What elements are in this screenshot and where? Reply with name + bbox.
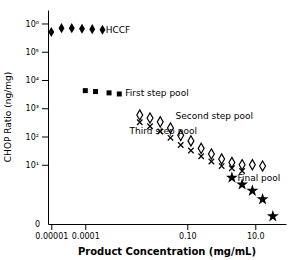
y-tick-label: 10³ — [26, 104, 39, 113]
annotation: Second step pool — [176, 111, 254, 121]
x-axis-line — [49, 224, 287, 225]
point — [83, 88, 88, 93]
y-tick-label: 10⁴ — [26, 76, 39, 85]
y-axis: 10¹ 10² 10³ 10⁴ 10⁵ 10⁶ — [26, 11, 49, 225]
y-axis-title: CHOP Ratio (ng/mg) — [3, 72, 13, 162]
x-tick-mark — [187, 224, 188, 230]
point — [249, 160, 255, 170]
y-tick-mark — [42, 23, 48, 24]
series — [137, 110, 266, 171]
x-tick-mark — [51, 224, 52, 230]
x-tick-label: 10.0 — [247, 232, 265, 241]
point — [89, 24, 95, 34]
point — [107, 90, 112, 95]
series — [83, 88, 122, 96]
y-tick: 10¹ — [26, 161, 48, 170]
point — [260, 161, 266, 171]
x-tick-label: 0.00001 — [35, 232, 68, 241]
point — [157, 117, 163, 127]
chart-svg: 0.000010.00010.1010.010¹10²10³10⁴10⁵10⁶H… — [0, 0, 300, 260]
point — [48, 27, 54, 37]
point — [188, 136, 194, 146]
point — [226, 171, 238, 182]
point — [100, 25, 106, 35]
annotation: Final pool — [238, 173, 281, 183]
x-tick: 0.0001 — [72, 224, 100, 241]
annotation: HCCF — [106, 25, 131, 35]
y-tick-mark — [42, 52, 48, 53]
point — [209, 159, 214, 164]
point — [229, 166, 234, 171]
series — [48, 23, 105, 37]
annotations: HCCF First step pool Second step pool Third… — [35, 25, 280, 229]
point — [178, 142, 183, 147]
x-tick: 0.00001 — [35, 224, 68, 241]
y-tick-mark — [42, 80, 48, 81]
annotation: First step pool — [125, 88, 188, 98]
point — [188, 148, 193, 153]
x-tick: 0.10 — [179, 224, 197, 241]
point — [59, 23, 65, 33]
y-tick: 10³ — [26, 104, 48, 113]
point — [137, 110, 143, 120]
point — [147, 113, 153, 123]
x-axis-title: Product Concentration (mg/mL) — [78, 246, 256, 257]
points — [48, 23, 278, 221]
y-tick: 10⁵ — [26, 48, 48, 57]
x-tick-mark — [255, 224, 256, 230]
x-tick-label: 0.10 — [179, 232, 197, 241]
point — [267, 210, 279, 221]
x-tick: 10.0 — [247, 224, 265, 241]
y-tick-label: 10⁵ — [26, 48, 39, 57]
point — [69, 23, 75, 33]
y-tick: 10⁴ — [26, 76, 48, 85]
x-tick-mark — [85, 224, 86, 230]
y-tick-label: 10² — [26, 133, 39, 142]
chart-container: 0.000010.00010.1010.010¹10²10³10⁴10⁵10⁶H… — [0, 0, 300, 260]
point — [198, 154, 203, 159]
point — [208, 149, 214, 159]
annotation: Third step pool — [129, 126, 197, 136]
annotation: 0 — [35, 220, 40, 229]
point — [219, 154, 225, 164]
y-tick: 10² — [26, 133, 48, 142]
y-tick-label: 10⁶ — [26, 20, 39, 29]
y-tick-mark — [42, 165, 48, 166]
point — [198, 143, 204, 153]
y-tick-mark — [42, 136, 48, 137]
point — [137, 119, 142, 124]
point — [246, 184, 258, 195]
y-tick: 10⁶ — [26, 20, 48, 29]
y-tick-mark — [42, 108, 48, 109]
x-axis: 0.00001 0.0001 0.10 10.0 — [35, 224, 286, 241]
point — [257, 193, 269, 204]
point — [219, 163, 224, 168]
point — [117, 91, 122, 96]
y-axis-line — [48, 11, 49, 225]
y-tick-label: 10¹ — [26, 161, 39, 170]
point — [93, 89, 98, 94]
point — [79, 24, 85, 34]
x-tick-label: 0.0001 — [72, 232, 100, 241]
